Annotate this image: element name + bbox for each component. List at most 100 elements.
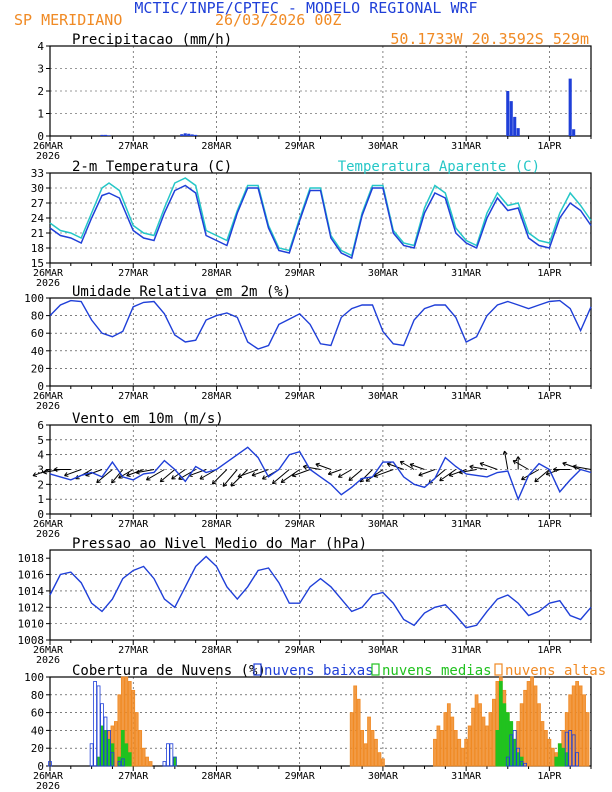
wind-arrow bbox=[504, 450, 509, 470]
wind-arrow bbox=[135, 469, 155, 474]
apparent-temp-line bbox=[49, 177, 592, 257]
x-day-label: 29MAR bbox=[285, 141, 316, 152]
wind-arrow-head bbox=[373, 473, 377, 477]
precip-bar bbox=[572, 129, 576, 136]
header-run: 26/03/2026 00Z bbox=[215, 11, 341, 29]
cloud-bar-nuvens-medias bbox=[557, 743, 562, 767]
cloud-bar-nuvens-altas bbox=[436, 725, 441, 767]
panel-title: Cobertura de Nuvens (%) bbox=[72, 663, 266, 679]
cloud-bar-nuvens-altas bbox=[537, 703, 541, 767]
x-day-label: 28MAR bbox=[201, 141, 232, 152]
y-tick-label: 21 bbox=[31, 227, 44, 240]
cloud-bar-nuvens-altas bbox=[485, 725, 489, 767]
cloud-bar-nuvens-altas bbox=[374, 738, 378, 767]
wind-arrow bbox=[387, 463, 404, 470]
cloud-bar-nuvens-altas bbox=[533, 685, 538, 767]
cloud-bar-nuvens-baixas bbox=[568, 730, 573, 767]
y-tick-label: 3 bbox=[37, 464, 44, 477]
wind-arrow-head bbox=[237, 476, 242, 479]
cloud-bar-nuvens-medias bbox=[498, 681, 503, 767]
y-tick-label: 60 bbox=[31, 327, 44, 340]
wind-arrow-head bbox=[572, 465, 577, 470]
wind-arrow-head bbox=[515, 456, 519, 461]
wind-arrow-head bbox=[118, 474, 121, 479]
precip-bar bbox=[516, 128, 520, 136]
wind-arrow-head bbox=[64, 472, 68, 476]
cloud-bar-nuvens-altas bbox=[363, 743, 368, 767]
cloud-legend-swatch bbox=[253, 663, 262, 676]
cloud-bar-nuvens-altas bbox=[440, 730, 444, 767]
wind-arrow-head bbox=[337, 473, 341, 478]
cloud-bar-nuvens-altas bbox=[141, 747, 146, 767]
y-tick-label: 100 bbox=[24, 671, 44, 684]
x-day-label: 29MAR bbox=[285, 391, 316, 402]
y-tick-label: 27 bbox=[31, 197, 44, 210]
cloud-bar-nuvens-baixas bbox=[509, 734, 514, 767]
wind-arrow bbox=[212, 469, 228, 485]
wind-arrow bbox=[373, 469, 394, 477]
wind-arrow bbox=[32, 469, 51, 477]
cloud-bar-nuvens-altas bbox=[367, 716, 371, 767]
x-day-label: 30MAR bbox=[368, 391, 399, 402]
cloud-bar-nuvens-baixas bbox=[505, 756, 510, 767]
cloud-bar-nuvens-medias bbox=[103, 730, 108, 767]
cloud-bar-nuvens-medias bbox=[120, 730, 125, 767]
x-day-label: 27MAR bbox=[118, 141, 149, 152]
x-year-label: 2026 bbox=[36, 529, 60, 540]
x-day-label: 28MAR bbox=[201, 519, 232, 530]
precip-bar bbox=[513, 116, 517, 136]
y-tick-label: 100 bbox=[24, 292, 44, 305]
x-day-label: 31MAR bbox=[451, 141, 482, 152]
cloud-bar-nuvens-baixas bbox=[523, 762, 527, 767]
wind-arrow-head bbox=[512, 460, 516, 465]
wind-arrow-head bbox=[230, 482, 233, 487]
x-day-label: 31MAR bbox=[451, 391, 482, 402]
panel-title: Precipitacao (mm/h) bbox=[72, 32, 232, 48]
cloud-bar-nuvens-medias bbox=[505, 712, 510, 767]
y-tick-label: 20 bbox=[31, 362, 44, 375]
cloud-bar-nuvens-medias bbox=[107, 738, 111, 767]
wind-arrow-head bbox=[291, 472, 296, 477]
cloud-bar-nuvens-altas bbox=[492, 698, 496, 767]
y-tick-label: 1012 bbox=[18, 601, 45, 614]
x-day-label: 1APR bbox=[537, 771, 562, 782]
cloud-bar-nuvens-medias bbox=[561, 747, 566, 767]
wind-arrow-head bbox=[562, 462, 566, 467]
wind-arrow-head bbox=[479, 462, 483, 467]
cloud-bar-nuvens-altas bbox=[460, 747, 465, 767]
wind-arrow-head bbox=[409, 462, 415, 465]
wind-arrow bbox=[111, 469, 124, 484]
wind-arrow-head bbox=[292, 475, 297, 478]
wind-arrow-head bbox=[328, 473, 333, 476]
cloud-bar-nuvens-altas bbox=[446, 703, 451, 767]
wind-arrow-head bbox=[303, 464, 308, 467]
cloud-bar-nuvens-altas bbox=[547, 738, 552, 767]
cloud-bar-nuvens-baixas bbox=[89, 743, 94, 767]
wind-arrow-head bbox=[399, 461, 403, 466]
wind-arrow-head bbox=[280, 478, 284, 483]
wind-arrow-head bbox=[534, 477, 537, 482]
wind-arrow-head bbox=[237, 473, 241, 478]
y-tick-label: 0 bbox=[37, 508, 44, 521]
wind-arrow bbox=[545, 469, 560, 475]
x-day-label: 30MAR bbox=[368, 141, 399, 152]
wind-arrow bbox=[199, 469, 217, 480]
panel-title: Pressao ao Nivel Medio do Mar (hPa) bbox=[72, 536, 367, 552]
y-tick-label: 1 bbox=[37, 108, 44, 121]
cloud-bar-nuvens-baixas bbox=[93, 681, 97, 767]
wind-arrow-head bbox=[126, 472, 130, 477]
y-tick-label: 60 bbox=[31, 707, 44, 720]
wind-arrow-head bbox=[159, 477, 163, 482]
wind-arrow bbox=[96, 469, 113, 484]
y-tick-label: 5 bbox=[37, 434, 44, 447]
cloud-bar-nuvens-baixas bbox=[96, 685, 101, 767]
x-day-label: 28MAR bbox=[201, 771, 232, 782]
precip-bar bbox=[100, 134, 104, 136]
x-day-label: 1APR bbox=[537, 645, 562, 656]
wind-arrow-head bbox=[562, 461, 567, 464]
wind-arrow-head bbox=[479, 461, 485, 464]
x-year-label: 2026 bbox=[36, 278, 60, 289]
